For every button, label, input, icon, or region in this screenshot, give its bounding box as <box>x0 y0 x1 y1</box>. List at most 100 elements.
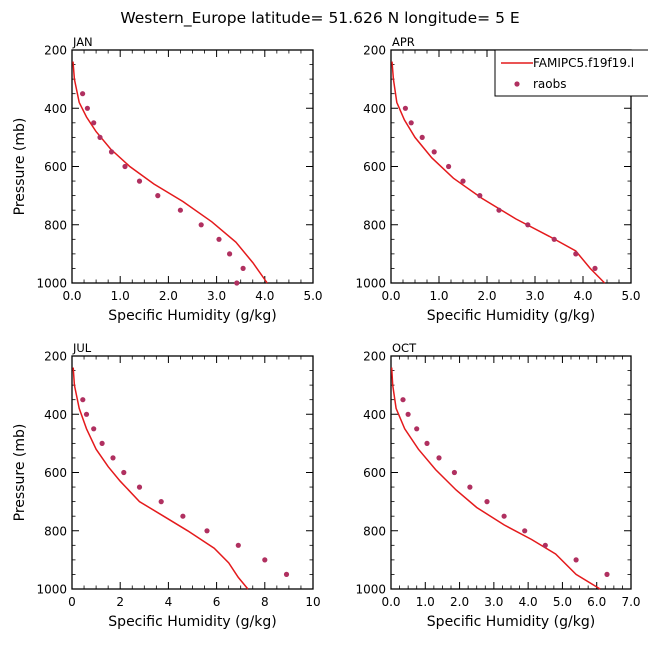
y-tick-label: 200 <box>363 350 386 364</box>
raobs-point <box>155 193 161 199</box>
y-tick-label: 600 <box>44 466 67 480</box>
x-tick-label: 10 <box>305 595 320 609</box>
y-tick-label: 800 <box>363 524 386 538</box>
y-axis-label: Pressure (mb) <box>12 424 28 522</box>
x-tick-label: 8 <box>261 595 269 609</box>
y-tick-label: 200 <box>44 44 67 58</box>
raobs-point <box>234 280 240 286</box>
raobs-point <box>460 178 466 184</box>
raobs-point <box>405 411 411 417</box>
x-tick-label: 6 <box>213 595 221 609</box>
x-tick-label: 2 <box>116 595 124 609</box>
model-line <box>72 367 249 590</box>
x-tick-label: 0 <box>68 595 76 609</box>
x-axis-label: Specific Humidity (g/kg) <box>427 614 595 630</box>
x-tick-label: 5.0 <box>621 289 640 303</box>
legend-model-label: FAMIPC5.f19f19.l <box>533 56 634 70</box>
raobs-point <box>467 484 473 490</box>
raobs-point <box>97 134 103 140</box>
y-tick-label: 400 <box>44 102 67 116</box>
panel-label: JAN <box>72 35 93 49</box>
x-tick-label: 0.0 <box>62 289 81 303</box>
x-tick-label: 1.0 <box>111 289 130 303</box>
x-tick-label: 2.0 <box>450 595 469 609</box>
raobs-point <box>551 236 557 242</box>
raobs-point <box>121 469 127 476</box>
y-tick-label: 800 <box>44 524 67 538</box>
raobs-point <box>136 178 143 184</box>
raobs-point <box>573 251 579 257</box>
x-tick-label: 2.0 <box>477 289 496 303</box>
x-tick-label: 3.0 <box>484 595 503 609</box>
raobs-point <box>122 163 128 170</box>
y-tick-label: 800 <box>363 218 386 232</box>
raobs-point <box>227 251 233 257</box>
raobs-point <box>91 426 97 432</box>
y-tick-label: 600 <box>363 160 386 174</box>
x-tick-label: 3.0 <box>207 289 226 303</box>
raobs-point <box>525 222 531 228</box>
x-tick-label: 5.0 <box>303 289 322 303</box>
raobs-point <box>431 149 437 155</box>
raobs-point <box>451 469 457 476</box>
y-tick-label: 400 <box>363 102 386 116</box>
model-line <box>391 61 606 284</box>
x-tick-label: 4.0 <box>519 595 538 609</box>
x-tick-label: 7.0 <box>621 595 640 609</box>
y-tick-label: 1000 <box>36 583 67 597</box>
x-axis-label: Specific Humidity (g/kg) <box>108 308 276 324</box>
legend-box <box>494 49 648 97</box>
raobs-point <box>180 513 186 519</box>
plot-frame <box>71 49 314 284</box>
y-axis-label: Pressure (mb) <box>12 118 28 216</box>
raobs-point <box>522 528 528 534</box>
legend-dot-swatch <box>514 81 520 87</box>
raobs-point <box>424 440 430 446</box>
y-tick-label: 200 <box>363 44 386 58</box>
x-tick-label: 1.0 <box>429 289 448 303</box>
raobs-point <box>414 426 420 432</box>
raobs-point <box>80 397 86 403</box>
y-tick-label: 800 <box>44 218 67 232</box>
raobs-point <box>496 207 502 213</box>
raobs-point <box>99 440 105 446</box>
y-tick-label: 400 <box>363 408 386 422</box>
legend-obs-label: raobs <box>533 77 567 91</box>
y-tick-label: 400 <box>44 408 67 422</box>
model-line <box>72 61 268 284</box>
raobs-point <box>573 557 579 563</box>
x-tick-label: 0.0 <box>381 595 400 609</box>
raobs-point <box>204 528 210 534</box>
panel-label: APR <box>392 35 415 49</box>
raobs-point <box>436 455 442 461</box>
model-line <box>390 367 601 590</box>
raobs-point <box>501 513 507 519</box>
raobs-point <box>91 120 97 126</box>
y-tick-label: 200 <box>44 350 67 364</box>
raobs-point <box>484 499 490 505</box>
raobs-point <box>419 134 425 140</box>
raobs-point <box>83 411 90 417</box>
x-tick-label: 4 <box>165 595 173 609</box>
raobs-point <box>262 557 268 563</box>
raobs-point <box>446 163 452 170</box>
raobs-point <box>400 397 406 403</box>
x-tick-label: 4.0 <box>255 289 274 303</box>
plot-frame <box>71 355 314 590</box>
panel-jul: JUL 0 2 4 6 8 10 200 400 600 800 1000 Specific Humid… <box>12 341 321 630</box>
x-tick-label: 3.0 <box>525 289 544 303</box>
raobs-point <box>240 265 246 271</box>
raobs-point <box>110 455 116 461</box>
raobs-point <box>408 120 414 126</box>
x-tick-label: 1.0 <box>416 595 435 609</box>
raobs-point <box>542 542 548 548</box>
panel-label: OCT <box>392 341 417 355</box>
x-axis-label: Specific Humidity (g/kg) <box>427 308 595 324</box>
raobs-point <box>402 105 408 111</box>
panels: JAN 0.0 1.0 2.0 3.0 4.0 5.0 200 400 600 800 1000 Spe… <box>12 35 648 630</box>
y-tick-label: 1000 <box>36 277 67 291</box>
y-tick-label: 600 <box>363 466 386 480</box>
x-tick-label: 4.0 <box>573 289 592 303</box>
raobs-point <box>216 236 222 242</box>
